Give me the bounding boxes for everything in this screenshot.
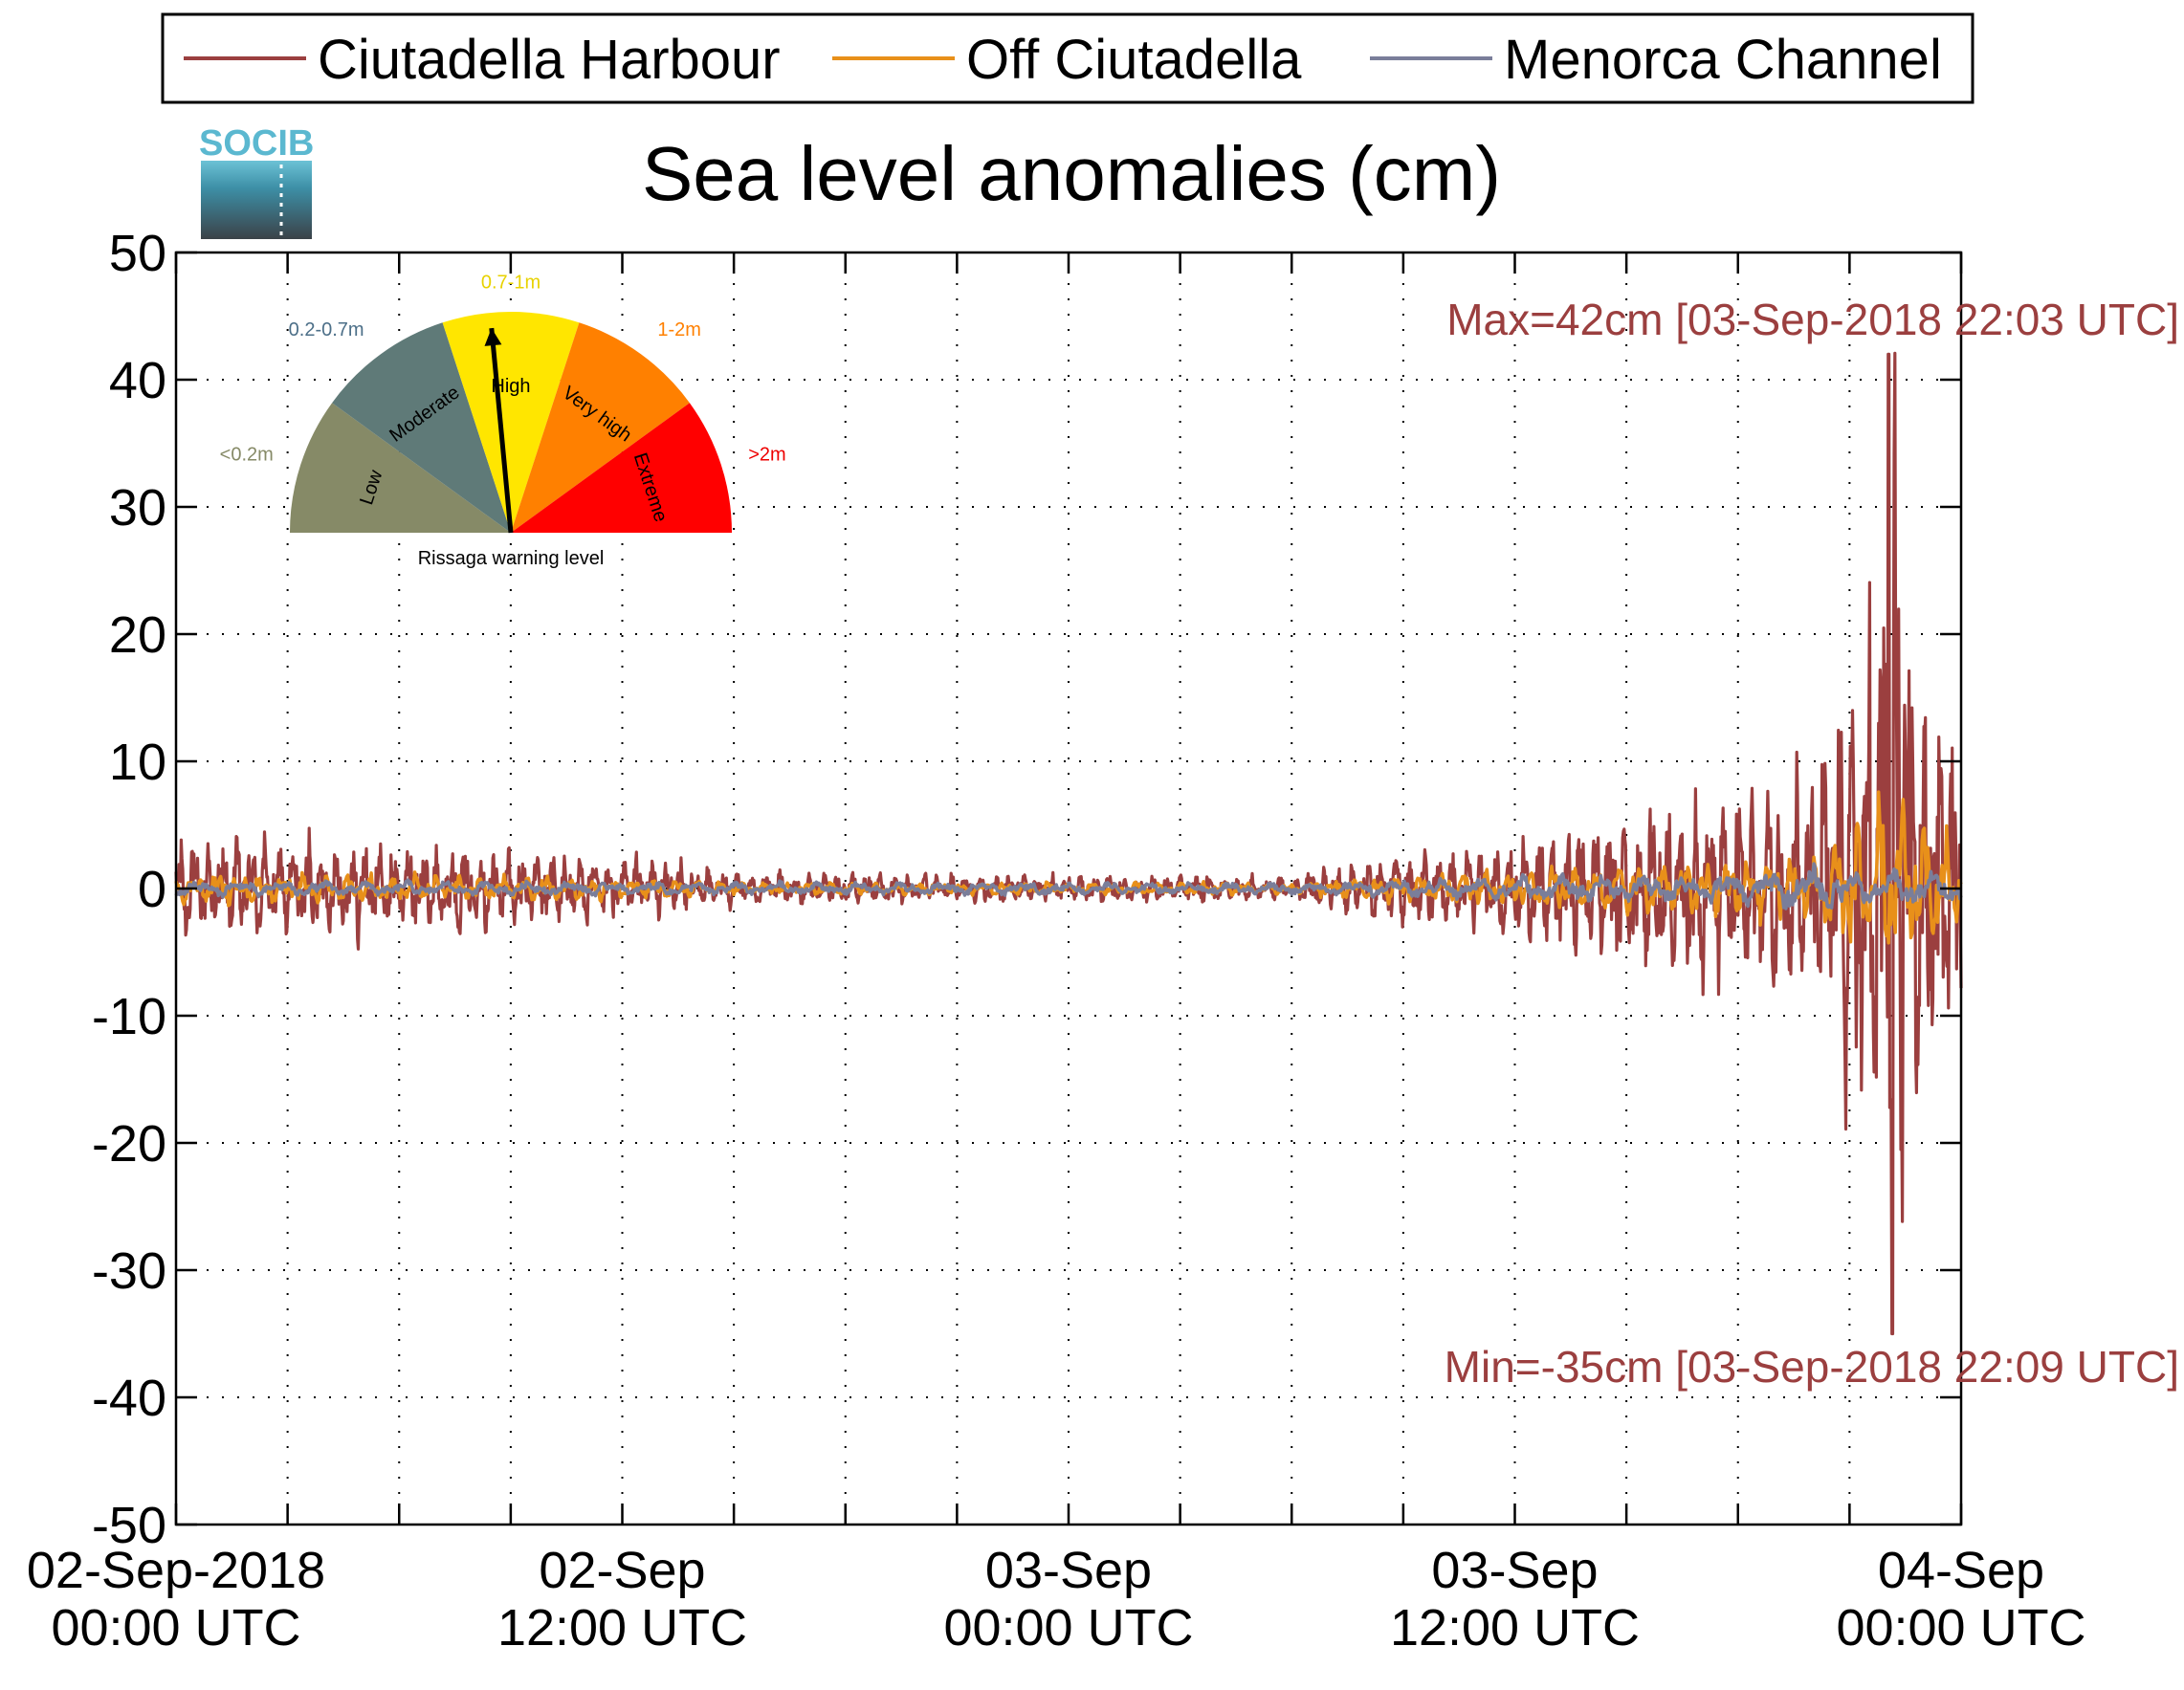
y-axis-labels: 50 40 30 20 10 0 -10 -20 -30 -40 -50: [92, 225, 166, 1554]
legend-label-ciutadella-harbour: Ciutadella Harbour: [318, 29, 781, 91]
x-tick-label: 03-Sep: [1431, 1542, 1598, 1599]
axis-ticks: [174, 251, 1963, 1526]
y-tick-label: 20: [109, 606, 166, 664]
y-tick-label: 0: [138, 861, 166, 918]
y-tick-label: 10: [109, 734, 166, 791]
y-tick-label: -40: [92, 1370, 166, 1427]
legend-frame: [161, 12, 1974, 104]
y-tick-label: 50: [109, 225, 166, 282]
socib-logo-block: [201, 161, 312, 239]
gauge-caption: Rissaga warning level: [418, 548, 605, 569]
gauge-range-label: 0.2-0.7m: [289, 319, 364, 340]
x-tick-sublabel: 00:00 UTC: [1836, 1599, 2085, 1657]
x-tick-sublabel: 00:00 UTC: [51, 1599, 300, 1657]
max-annotation: Max=42cm [03-Sep-2018 22:03 UTC]: [1446, 295, 2179, 344]
gauge-segment-label: High: [491, 376, 530, 397]
min-annotation: Min=-35cm [03-Sep-2018 22:09 UTC]: [1445, 1342, 2179, 1392]
gauge-range-label: <0.2m: [220, 445, 274, 466]
gauge-range-label: 0.7-1m: [481, 272, 540, 293]
x-tick-sublabel: 00:00 UTC: [943, 1599, 1193, 1657]
x-tick-label: 02-Sep: [539, 1542, 705, 1599]
gauge-segment-very-high: [511, 322, 690, 533]
gauge-range-label: >2m: [748, 445, 785, 466]
series-line-menorca-channel: [174, 862, 1963, 911]
gauge-segment-low: [290, 403, 511, 533]
gauge-needle-arrowhead: [484, 328, 502, 346]
y-tick-label: 40: [109, 352, 166, 409]
socib-logo-text: SOCIB: [199, 123, 314, 164]
y-tick-label: 30: [109, 479, 166, 537]
x-tick-label: 02-Sep-2018: [27, 1542, 325, 1599]
x-tick-sublabel: 12:00 UTC: [1390, 1599, 1640, 1657]
y-tick-label: -10: [92, 988, 166, 1045]
legend-label-off-ciutadella: Off Ciutadella: [966, 29, 1302, 91]
gauge-range-label: 1-2m: [657, 319, 701, 340]
y-tick-label: -30: [92, 1242, 166, 1300]
legend-label-menorca-channel: Menorca Channel: [1504, 29, 1942, 91]
socib-logo: SOCIB: [199, 123, 314, 239]
x-tick-label: 03-Sep: [985, 1542, 1152, 1599]
series-layer: [174, 351, 1963, 1336]
y-tick-label: -50: [92, 1497, 166, 1554]
y-tick-label: -20: [92, 1115, 166, 1173]
gauge-needle: [489, 327, 514, 534]
x-tick-sublabel: 12:00 UTC: [497, 1599, 747, 1657]
legend: Ciutadella Harbour Off Ciutadella Menorc…: [161, 12, 1974, 104]
gauge-segment-extreme: [511, 403, 732, 533]
x-tick-label: 04-Sep: [1878, 1542, 2044, 1599]
gauge-segment-high: [442, 311, 580, 533]
chart-title: Sea level anomalies (cm): [642, 131, 1501, 216]
gauge-segment-moderate: [332, 322, 511, 533]
